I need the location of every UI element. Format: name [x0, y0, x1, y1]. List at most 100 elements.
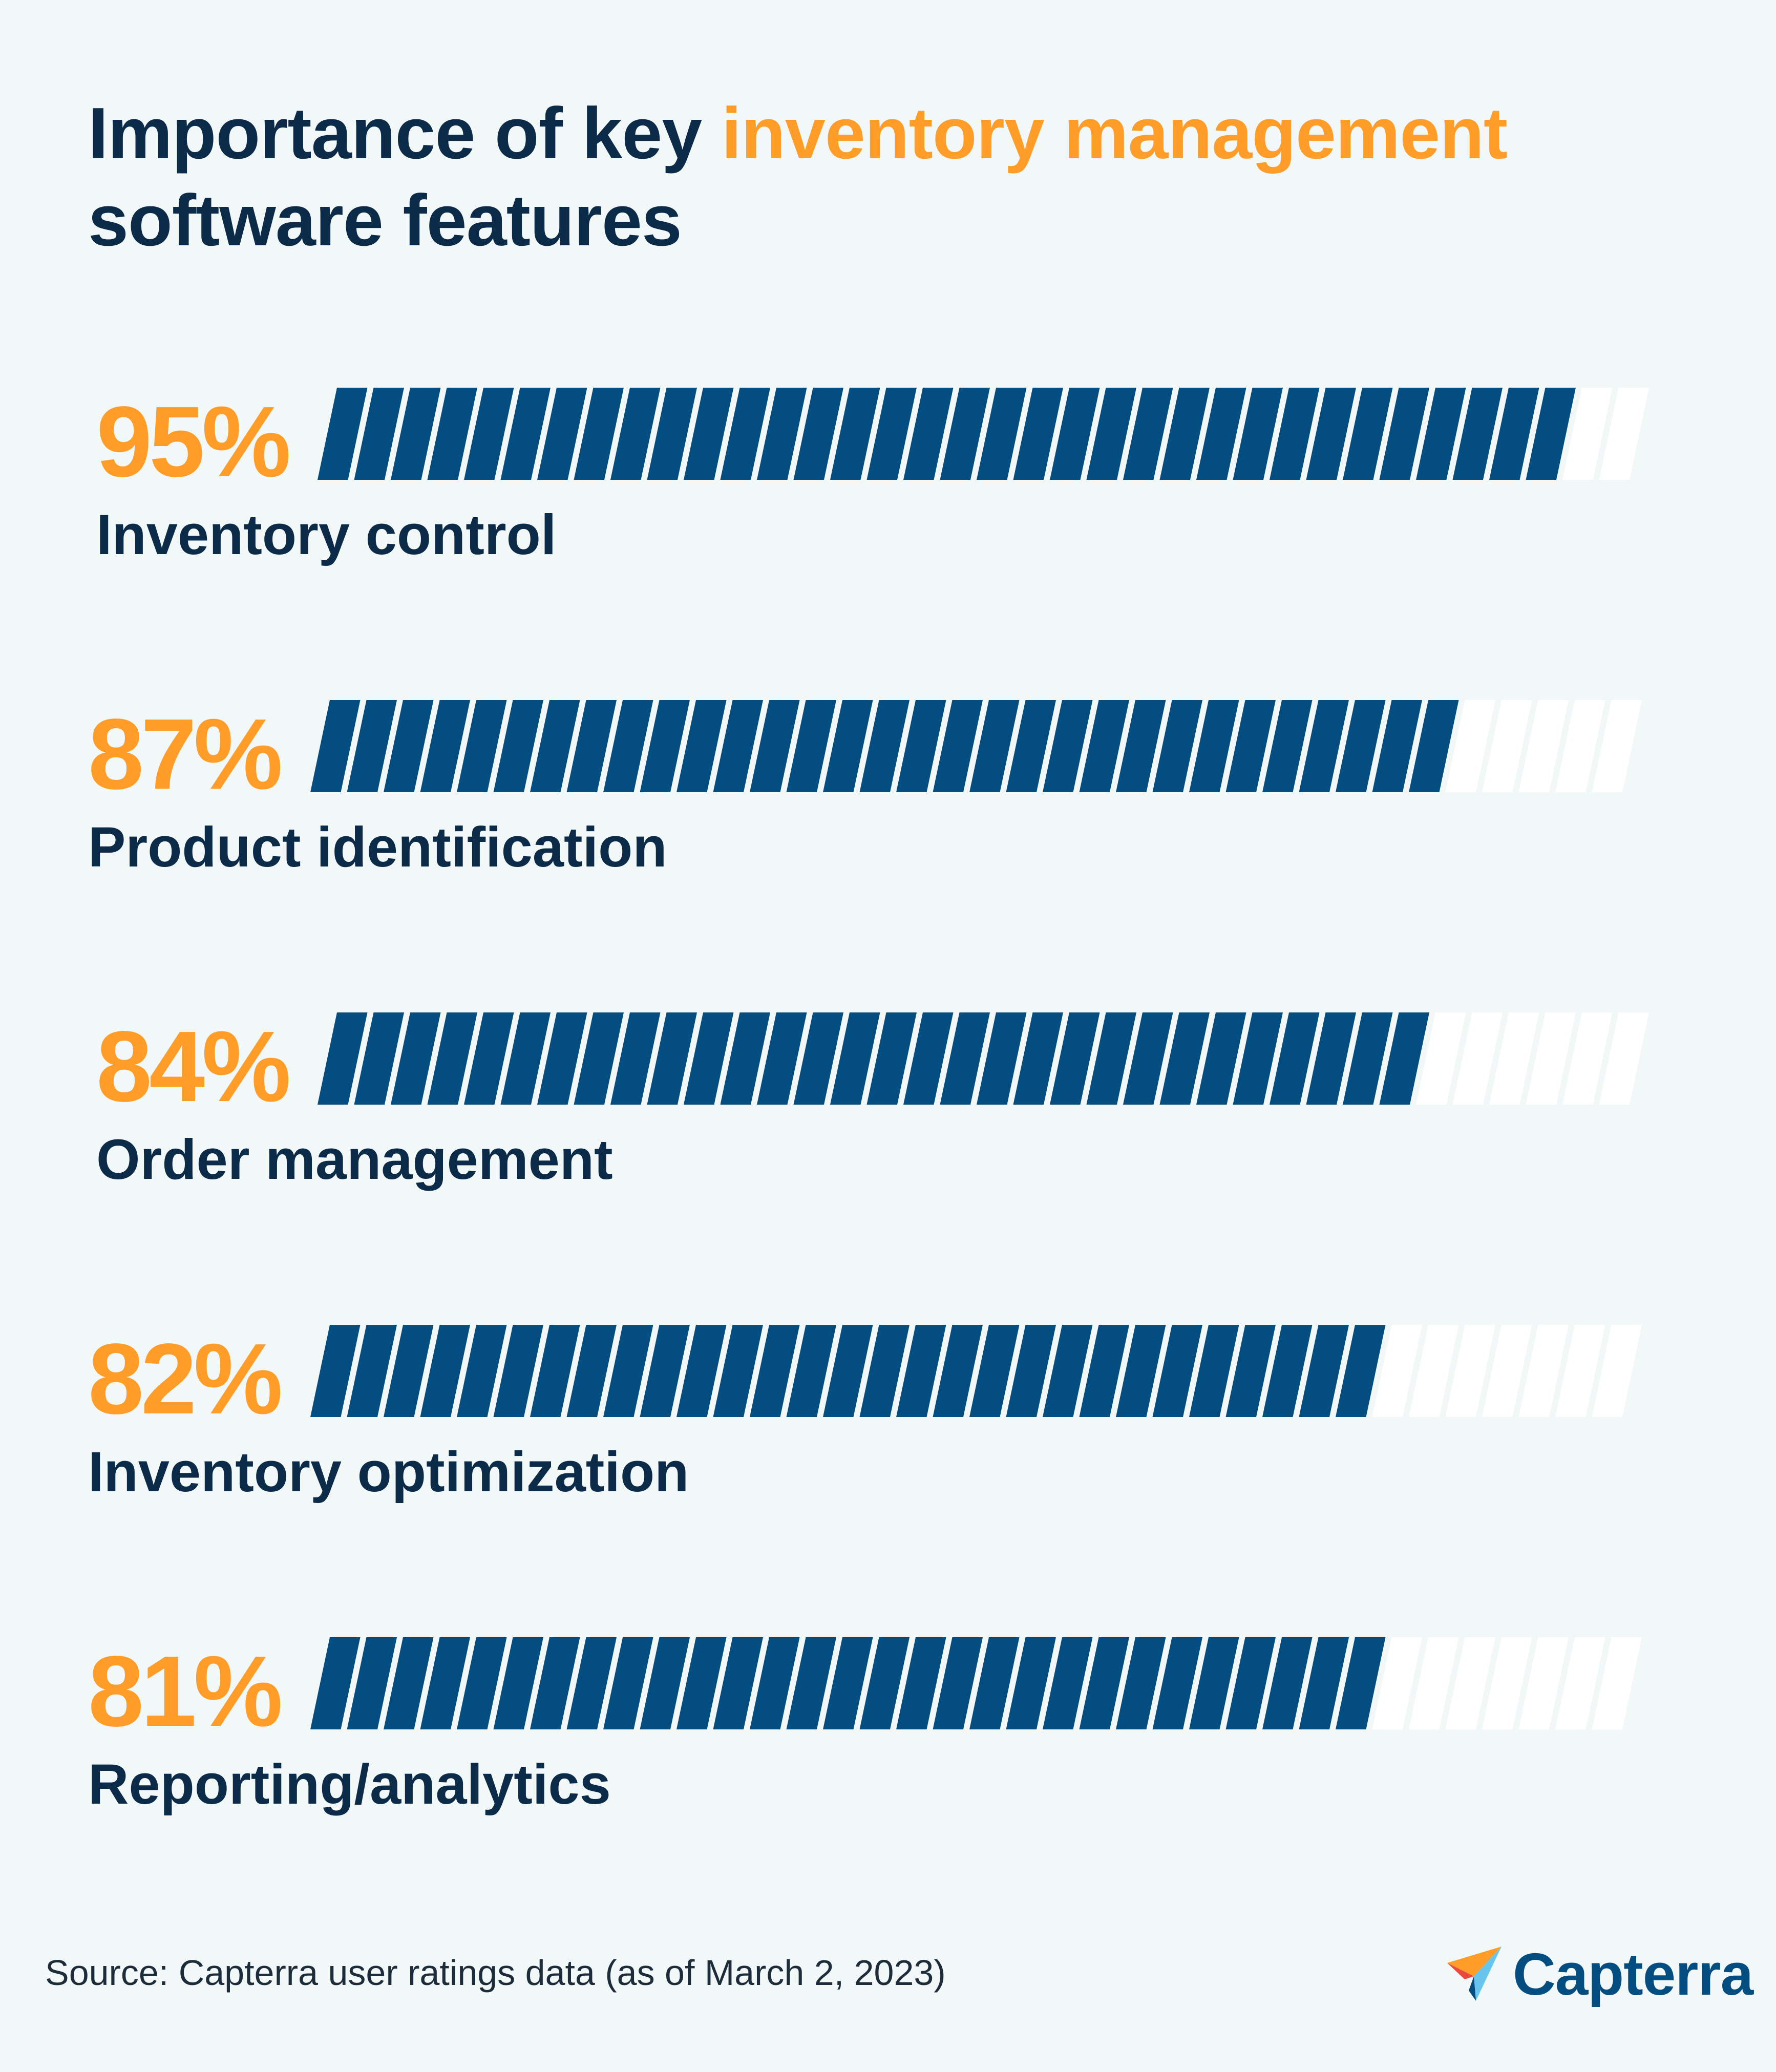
bar-segment-filled [603, 1637, 653, 1729]
bar-segment-filled [969, 1637, 1020, 1729]
bar-segment-filled [793, 388, 843, 480]
bar-segment-filled [1116, 700, 1166, 792]
bar-segment-filled [1262, 700, 1313, 792]
bar-segment-filled [610, 1012, 661, 1105]
bar-segment-empty [1409, 1325, 1459, 1417]
bar-segment-filled [830, 1012, 880, 1105]
bar-segment-filled [1006, 1637, 1056, 1729]
bar-segment-filled [457, 1325, 507, 1417]
bar-segment-filled [1116, 1637, 1166, 1729]
bar-segment-filled [530, 700, 580, 792]
bar-segment-filled [793, 1012, 843, 1105]
bar-segment-filled [1233, 1012, 1283, 1105]
bar-segment-filled [500, 388, 551, 480]
bar-segment-filled [823, 700, 873, 792]
bar-segment-empty [1482, 1325, 1532, 1417]
bar-segment-filled [530, 1325, 580, 1417]
bar-segment-filled [610, 388, 661, 480]
bar-segment-filled [640, 700, 690, 792]
bar-segment-filled [866, 1012, 917, 1105]
bar-segment-filled [676, 1637, 727, 1729]
bar-segment-empty [1482, 1637, 1532, 1729]
bar-segment-empty [1562, 388, 1613, 480]
bar-segment-filled [1079, 700, 1129, 792]
bar-segment-filled [1086, 1012, 1136, 1105]
bar-segment-filled [574, 1012, 624, 1105]
bar-segment-filled [427, 1012, 477, 1105]
bar-segment-filled [1526, 388, 1576, 480]
bar-segment-filled [420, 1637, 470, 1729]
bar-segment-empty [1372, 1325, 1422, 1417]
bar-segment-filled [347, 1325, 397, 1417]
capterra-logo: Capterra [1444, 1940, 1753, 2008]
bar-segment-filled [1336, 1637, 1386, 1729]
bar-segment-empty [1599, 388, 1649, 480]
title-highlight: inventory management [721, 93, 1508, 174]
bar-segment-empty [1445, 1325, 1495, 1417]
bar-segment-filled [896, 1637, 946, 1729]
bar-segment-filled [1050, 388, 1100, 480]
value-label: 95% [96, 386, 291, 498]
bar-segment-filled [866, 388, 917, 480]
bar-segment-filled [713, 1637, 763, 1729]
bar-segment-filled [566, 700, 617, 792]
bar-segment-filled [1416, 388, 1466, 480]
bar-segment-filled [574, 388, 624, 480]
bar-segment-filled [750, 1637, 800, 1729]
bar-track [310, 1637, 1642, 1729]
bar-segment-filled [896, 1325, 946, 1417]
bar-segment-filled [1189, 700, 1239, 792]
bar-segment-filled [420, 1325, 470, 1417]
bar-segment-filled [859, 1325, 910, 1417]
bar-segment-filled [1079, 1637, 1129, 1729]
bar-segment-filled [933, 1637, 983, 1729]
bar-segment-filled [1013, 388, 1063, 480]
bar-segment-filled [786, 700, 836, 792]
bar-track [310, 700, 1642, 792]
bar-segment-filled [1225, 1637, 1276, 1729]
bar-segment-empty [1445, 1637, 1495, 1729]
bar-segment-filled [318, 388, 368, 480]
bar-segment-filled [310, 1325, 361, 1417]
bar-segment-filled [1343, 1012, 1393, 1105]
bar-segment-filled [1379, 388, 1429, 480]
bar-segment-filled [1372, 700, 1422, 792]
bar-segment-filled [1299, 700, 1349, 792]
bar-segment-filled [354, 388, 404, 480]
bar-segment-filled [1152, 1637, 1202, 1729]
bar-segment-filled [903, 388, 954, 480]
bar-segment-filled [640, 1637, 690, 1729]
value-label: 87% [88, 698, 283, 810]
bar-segment-filled [1152, 1325, 1202, 1417]
bar-segment-filled [537, 388, 587, 480]
bar-segment-filled [720, 1012, 770, 1105]
bar-segment-filled [859, 1637, 910, 1729]
bar-segment-filled [1043, 700, 1093, 792]
bar-segment-filled [713, 700, 763, 792]
bar-segment-empty [1452, 1012, 1503, 1105]
bar-segment-filled [384, 1637, 434, 1729]
bar-segment-filled [1336, 1325, 1386, 1417]
bar-segment-filled [933, 1325, 983, 1417]
bar-segment-empty [1445, 700, 1495, 792]
bar-segment-empty [1482, 700, 1532, 792]
bar-segment-filled [1123, 1012, 1173, 1105]
bar-segment-filled [940, 1012, 990, 1105]
bar-segment-filled [384, 700, 434, 792]
bar-segment-filled [757, 1012, 807, 1105]
bar-segment-filled [1116, 1325, 1166, 1417]
bar-segment-filled [537, 1012, 587, 1105]
bar-segment-filled [676, 1325, 727, 1417]
bar-segment-filled [830, 388, 880, 480]
category-label: Order management [96, 1128, 613, 1191]
bar-segment-filled [493, 1637, 543, 1729]
bar-segment-empty [1562, 1012, 1613, 1105]
bar-segment-filled [603, 700, 653, 792]
bar-segment-filled [940, 388, 990, 480]
bar-segment-filled [647, 1012, 697, 1105]
bar-segment-filled [384, 1325, 434, 1417]
value-label: 81% [88, 1635, 283, 1747]
bar-segment-empty [1372, 1637, 1422, 1729]
bar-segment-filled [823, 1325, 873, 1417]
bar-row: 81% Reporting/analytics [0, 1635, 1776, 1840]
